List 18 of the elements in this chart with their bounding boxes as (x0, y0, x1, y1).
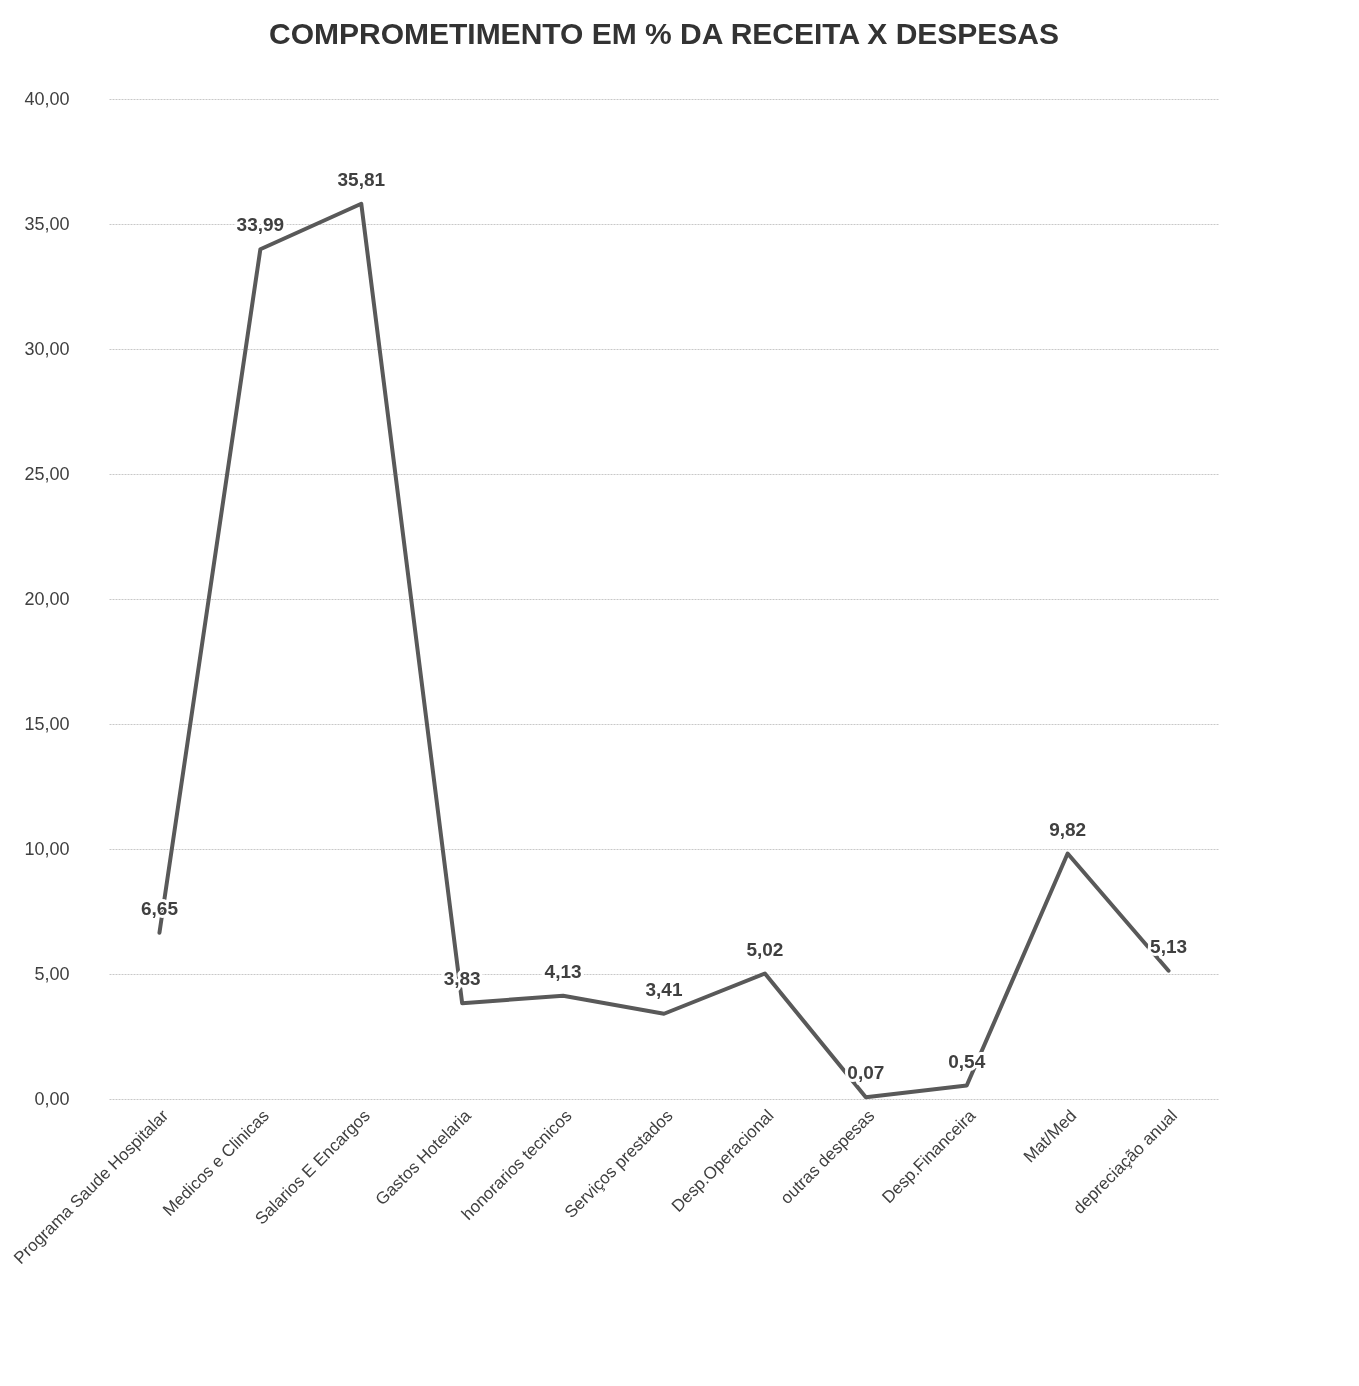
data-label: 4,13 (544, 960, 582, 982)
data-label: 5,13 (1150, 935, 1188, 957)
y-tick-label: 20,00 (24, 588, 70, 609)
y-tick-label: 40,00 (24, 88, 70, 109)
y-tick-label: 15,00 (24, 713, 70, 734)
y-tick-label: 25,00 (24, 463, 70, 484)
data-label: 0,07 (847, 1062, 885, 1084)
chart-title: COMPROMETIMENTO EM % DA RECEITA X DESPESAS (268, 17, 1060, 50)
y-tick-label: 35,00 (24, 213, 70, 234)
data-label: 35,81 (337, 168, 386, 190)
y-tick-label: 0,00 (34, 1088, 70, 1109)
data-label: 3,41 (645, 978, 683, 1000)
data-label: 33,99 (236, 214, 285, 236)
data-label: 5,02 (746, 938, 784, 960)
y-tick-label: 10,00 (24, 838, 70, 859)
y-tick-label: 30,00 (24, 338, 70, 359)
y-tick-label: 5,00 (34, 963, 70, 984)
data-label: 9,82 (1049, 818, 1087, 840)
